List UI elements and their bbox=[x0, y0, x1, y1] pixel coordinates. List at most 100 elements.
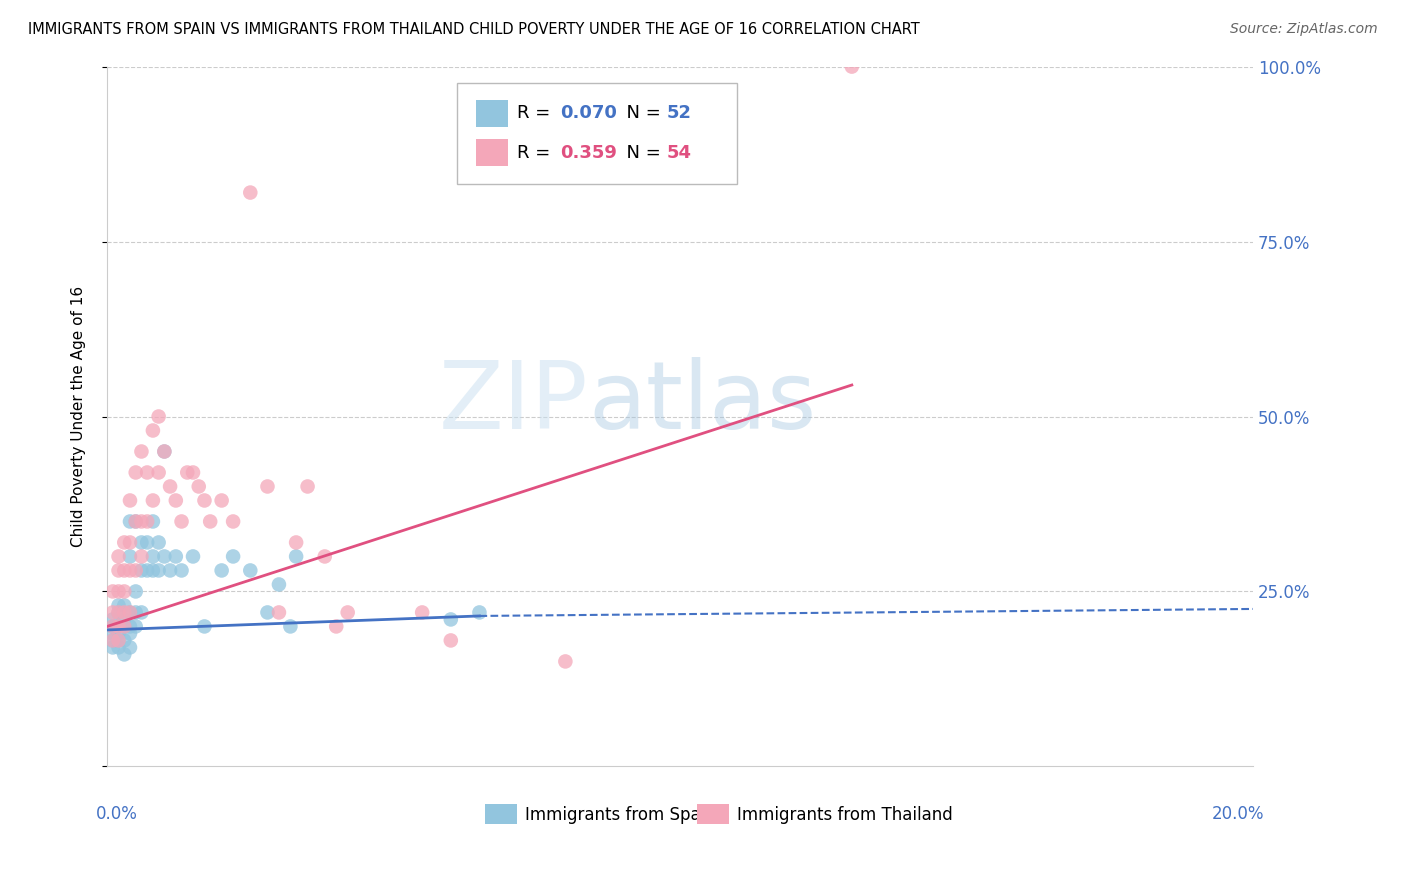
Point bbox=[153, 444, 176, 458]
Point bbox=[107, 549, 129, 564]
Point bbox=[170, 515, 193, 529]
Point bbox=[131, 549, 153, 564]
Text: N =: N = bbox=[614, 144, 666, 161]
Point bbox=[118, 606, 141, 620]
Bar bbox=[477, 100, 508, 127]
Text: atlas: atlas bbox=[588, 357, 817, 449]
Point bbox=[101, 626, 124, 640]
Point bbox=[101, 606, 124, 620]
Point bbox=[118, 626, 141, 640]
Point bbox=[118, 640, 141, 655]
Text: 0.359: 0.359 bbox=[560, 144, 616, 161]
Point bbox=[112, 619, 135, 633]
Point bbox=[222, 515, 245, 529]
Point bbox=[131, 606, 153, 620]
Text: 20.0%: 20.0% bbox=[1212, 805, 1264, 823]
Point bbox=[314, 549, 336, 564]
Point bbox=[440, 633, 463, 648]
Point bbox=[165, 493, 187, 508]
Point bbox=[118, 515, 141, 529]
Point bbox=[118, 549, 141, 564]
Point bbox=[118, 493, 141, 508]
Point bbox=[118, 619, 141, 633]
Text: R =: R = bbox=[517, 144, 557, 161]
Text: 0.0%: 0.0% bbox=[96, 805, 138, 823]
Point bbox=[118, 606, 141, 620]
Text: R =: R = bbox=[517, 104, 557, 122]
Point bbox=[107, 633, 129, 648]
Point bbox=[112, 648, 135, 662]
Point bbox=[112, 584, 135, 599]
Point bbox=[131, 444, 153, 458]
Point bbox=[112, 564, 135, 578]
Text: 54: 54 bbox=[666, 144, 692, 161]
Point bbox=[159, 564, 181, 578]
Point bbox=[107, 619, 129, 633]
Point bbox=[112, 535, 135, 549]
Point bbox=[148, 535, 170, 549]
Text: ZIP: ZIP bbox=[439, 357, 588, 449]
Bar bbox=[697, 805, 730, 824]
Point bbox=[256, 479, 278, 493]
Text: Immigrants from Thailand: Immigrants from Thailand bbox=[737, 806, 953, 824]
Point bbox=[554, 655, 576, 669]
Bar bbox=[485, 805, 517, 824]
Point bbox=[125, 619, 148, 633]
Point bbox=[107, 626, 129, 640]
Point bbox=[125, 584, 148, 599]
Point bbox=[170, 564, 193, 578]
Point bbox=[411, 606, 433, 620]
Point bbox=[222, 549, 245, 564]
Point bbox=[107, 599, 129, 613]
Point bbox=[142, 493, 165, 508]
Point bbox=[142, 549, 165, 564]
Point bbox=[193, 619, 215, 633]
Point bbox=[280, 619, 302, 633]
Point bbox=[107, 640, 129, 655]
Point bbox=[267, 606, 290, 620]
Point bbox=[142, 424, 165, 438]
Point bbox=[136, 564, 159, 578]
Point bbox=[256, 606, 278, 620]
Point bbox=[101, 619, 124, 633]
Text: 52: 52 bbox=[666, 104, 692, 122]
Point bbox=[211, 493, 233, 508]
Point bbox=[101, 633, 124, 648]
Point bbox=[285, 535, 308, 549]
Point bbox=[107, 633, 129, 648]
Point bbox=[136, 535, 159, 549]
Text: Immigrants from Spain: Immigrants from Spain bbox=[526, 806, 716, 824]
Point bbox=[101, 640, 124, 655]
Text: IMMIGRANTS FROM SPAIN VS IMMIGRANTS FROM THAILAND CHILD POVERTY UNDER THE AGE OF: IMMIGRANTS FROM SPAIN VS IMMIGRANTS FROM… bbox=[28, 22, 920, 37]
Point bbox=[153, 444, 176, 458]
Point bbox=[285, 549, 308, 564]
Text: Source: ZipAtlas.com: Source: ZipAtlas.com bbox=[1230, 22, 1378, 37]
Point bbox=[101, 619, 124, 633]
Point bbox=[131, 564, 153, 578]
Point bbox=[176, 466, 198, 480]
Point bbox=[142, 515, 165, 529]
Point bbox=[118, 535, 141, 549]
Point bbox=[181, 549, 204, 564]
Point bbox=[297, 479, 319, 493]
Point bbox=[131, 535, 153, 549]
Text: 0.070: 0.070 bbox=[560, 104, 616, 122]
Point bbox=[125, 466, 148, 480]
Point bbox=[112, 612, 135, 626]
Point bbox=[181, 466, 204, 480]
Point bbox=[107, 584, 129, 599]
Point bbox=[107, 606, 129, 620]
Point bbox=[187, 479, 209, 493]
Point bbox=[118, 564, 141, 578]
Point bbox=[239, 564, 262, 578]
Point bbox=[198, 515, 221, 529]
Point bbox=[193, 493, 215, 508]
Point bbox=[136, 515, 159, 529]
Point bbox=[131, 515, 153, 529]
Point bbox=[112, 633, 135, 648]
Point bbox=[125, 564, 148, 578]
Point bbox=[153, 549, 176, 564]
Point bbox=[101, 633, 124, 648]
Point bbox=[159, 479, 181, 493]
Point bbox=[107, 606, 129, 620]
